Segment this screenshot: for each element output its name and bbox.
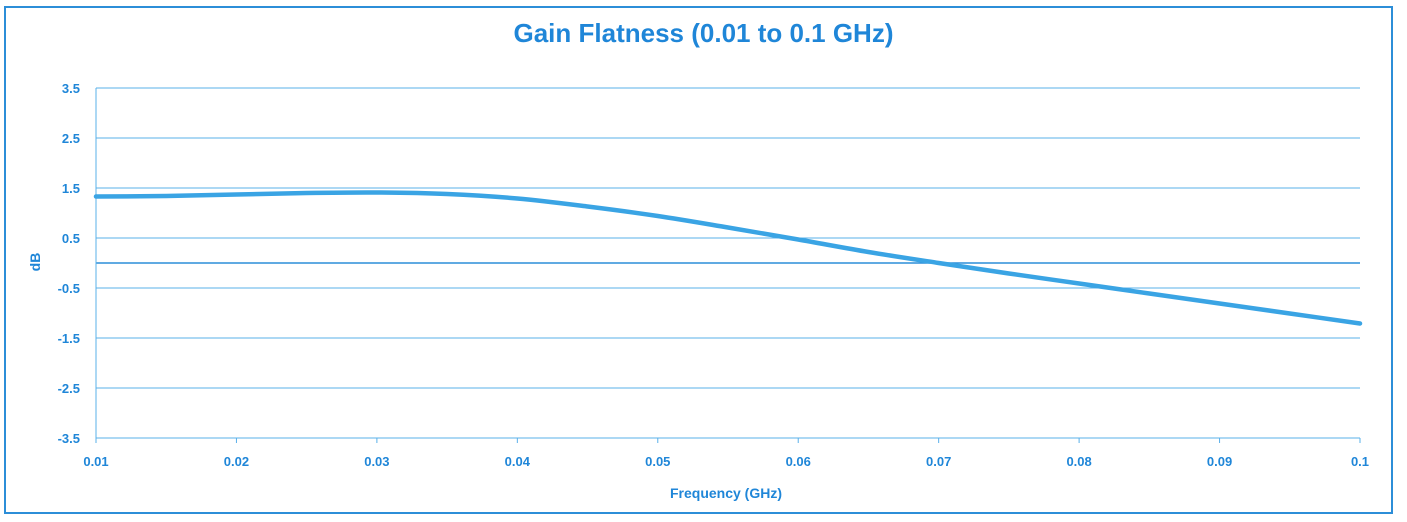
x-tick-label: 0.05 <box>645 454 670 469</box>
y-tick-label: -3.5 <box>58 431 80 446</box>
y-tick-label: -0.5 <box>58 281 80 296</box>
y-tick-label: 0.5 <box>62 231 80 246</box>
x-tick-labels: 0.01 0.02 0.03 0.04 0.05 0.06 0.07 0.08 0.09 0.1 <box>83 438 1369 469</box>
grid-lines <box>95 87 1360 439</box>
x-tick-label: 0.02 <box>224 454 249 469</box>
series-line-0 <box>93 190 1363 326</box>
x-tick-label: 0.04 <box>505 454 531 469</box>
y-tick-label: 3.5 <box>62 81 80 96</box>
x-tick-label: 0.03 <box>364 454 389 469</box>
y-tick-label: 1.5 <box>62 181 80 196</box>
x-tick-label: 0.07 <box>926 454 951 469</box>
chart-title: Gain Flatness (0.01 to 0.1 GHz) <box>513 18 894 48</box>
y-tick-label: -1.5 <box>58 331 80 346</box>
x-tick-label: 0.09 <box>1207 454 1232 469</box>
y-tick-label: 2.5 <box>62 131 80 146</box>
x-tick-label: 0.08 <box>1066 454 1091 469</box>
x-tick-label: 0.06 <box>786 454 811 469</box>
x-tick-label: 0.01 <box>83 454 108 469</box>
series-group <box>93 190 1363 326</box>
y-tick-labels: 3.5 2.5 1.5 0.5 -0.5 -1.5 -2.5 -3.5 <box>58 81 80 446</box>
x-tick-label: 0.1 <box>1351 454 1369 469</box>
x-axis-title: Frequency (GHz) <box>670 485 782 501</box>
chart-frame <box>4 6 1393 514</box>
y-tick-label: -2.5 <box>58 381 80 396</box>
y-axis-title: dB <box>27 253 43 272</box>
